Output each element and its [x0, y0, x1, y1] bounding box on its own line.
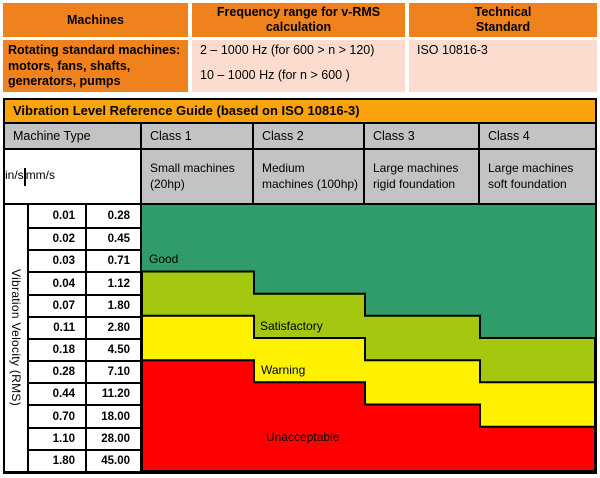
guide-title-banner: Vibration Level Reference Guide (based o… — [5, 100, 595, 124]
mm-s-value: 2.80 — [85, 315, 140, 338]
zone-label-satisfactory: Satisfactory — [260, 319, 323, 333]
unit-header-cell: in/s mm/s — [5, 150, 142, 205]
machine-type-header: Machine Type — [5, 124, 142, 150]
in-s-value: 0.07 — [27, 293, 85, 316]
mm-s-value: 11.20 — [85, 382, 140, 405]
mm-s-value: 45.00 — [85, 448, 140, 471]
frequency-range-cell: 2 – 1000 Hz (for 600 > n > 120) 10 – 100… — [192, 40, 405, 92]
zone-label-unacceptable: Unacceptable — [266, 430, 340, 444]
mm-s-value: 1.80 — [85, 293, 140, 316]
severity-zone-chart: Good Satisfactory Warning Unacceptable — [142, 205, 595, 471]
class-4-description: Large machines soft foundation — [480, 150, 595, 205]
class-4-header: Class 4 — [480, 124, 595, 150]
frequency-line-2: 10 – 1000 Hz (for n > 600 ) — [200, 67, 350, 82]
in-s-value: 0.44 — [27, 382, 85, 405]
class-2-description: Medium machines (100hp) — [254, 150, 365, 205]
column-header-technical-standard: Technical Standard — [409, 3, 597, 37]
in-s-value: 0.18 — [27, 337, 85, 361]
column-header-frequency-range: Frequency range for v-RMS calculation — [192, 3, 405, 37]
machine-summary-table: Machines Frequency range for v-RMS calcu… — [3, 3, 597, 92]
mm-s-value: 18.00 — [85, 404, 140, 427]
frequency-line-1: 2 – 1000 Hz (for 600 > n > 120) — [200, 43, 375, 57]
class-header-row: Machine Type Class 1 Class 2 Class 3 Cla… — [5, 124, 595, 150]
machines-description-cell: Rotating standard machines: motors, fans… — [3, 40, 188, 92]
unit-in-s-label: in/s — [5, 167, 24, 186]
mm-s-value: 0.28 — [85, 205, 140, 228]
guide-body: Vibration Velocity (RMS) 0.01 0.28 0.02 0.4… — [5, 205, 595, 471]
in-s-value: 0.11 — [27, 315, 85, 338]
velocity-value-table: Vibration Velocity (RMS) 0.01 0.28 0.02 0.4… — [5, 205, 142, 471]
in-s-value: 0.03 — [27, 249, 85, 272]
in-s-value: 0.01 — [27, 205, 85, 228]
class-1-description: Small machines (20hp) — [142, 150, 254, 205]
class-2-header: Class 2 — [254, 124, 365, 150]
in-s-value: 0.02 — [27, 227, 85, 250]
mm-s-value: 7.10 — [85, 360, 140, 383]
in-s-value: 1.10 — [27, 426, 85, 449]
zone-chart-canvas — [142, 205, 595, 471]
class-3-description: Large machines rigid foundation — [365, 150, 480, 205]
column-header-machines: Machines — [3, 3, 188, 37]
zone-label-good: Good — [149, 252, 179, 266]
mm-s-value: 0.71 — [85, 249, 140, 272]
class-description-row: in/s mm/s Small machines (20hp) Medium m… — [5, 150, 595, 205]
vibration-level-guide-table: Vibration Level Reference Guide (based o… — [3, 98, 597, 474]
mm-s-value: 4.50 — [85, 337, 140, 361]
in-s-value: 0.70 — [27, 404, 85, 427]
technical-standard-cell: ISO 10816-3 — [409, 40, 597, 92]
mm-s-value: 28.00 — [85, 426, 140, 449]
unit-mm-s-label: mm/s — [23, 167, 56, 186]
in-s-value: 0.04 — [27, 271, 85, 294]
mm-s-value: 1.12 — [85, 271, 140, 294]
zone-label-warning: Warning — [261, 363, 306, 377]
class-3-header: Class 3 — [365, 124, 480, 150]
y-axis-label: Vibration Velocity (RMS) — [9, 269, 23, 407]
in-s-value: 1.80 — [27, 448, 85, 471]
class-1-header: Class 1 — [142, 124, 254, 150]
y-axis-label-cell: Vibration Velocity (RMS) — [5, 205, 27, 471]
in-s-value: 0.28 — [27, 360, 85, 383]
mm-s-value: 0.45 — [85, 227, 140, 250]
